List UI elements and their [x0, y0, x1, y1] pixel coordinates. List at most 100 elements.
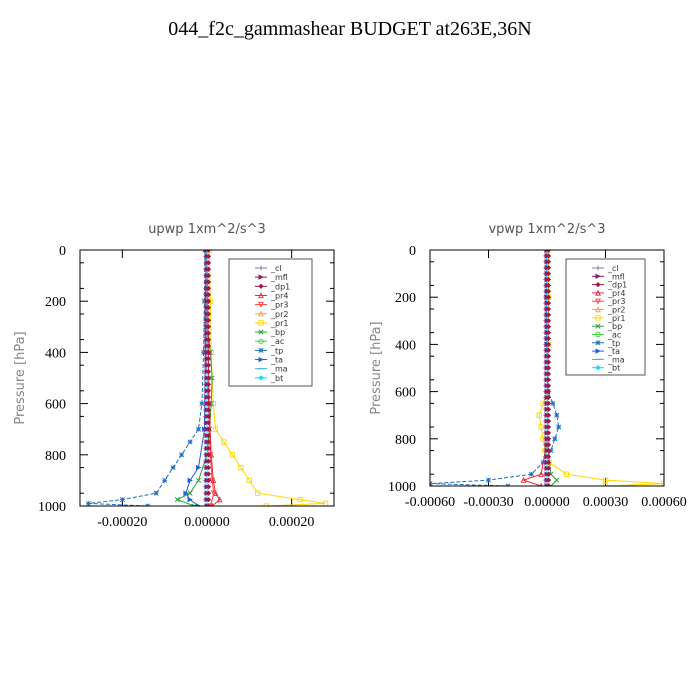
legend-marker-tp [595, 340, 601, 346]
legend-label-pr1: _pr1 [607, 314, 625, 323]
zero-marker-dp1 [545, 471, 552, 477]
zero-marker-dp1 [205, 426, 212, 432]
legend-label-mfl: _mfl [607, 272, 625, 281]
point-tp [153, 490, 159, 496]
legend-marker-pr3 [258, 301, 264, 308]
point-pr1 [246, 477, 252, 484]
x-tick-label-upwp: 0.00020 [269, 515, 315, 530]
legend-marker-tp [258, 347, 264, 353]
zero-marker-dp1 [545, 483, 552, 486]
legend-label-bt: _bt [607, 364, 620, 373]
legend-marker-mfl [595, 273, 601, 279]
zero-marker-dp1 [205, 439, 212, 445]
zero-marker-dp1 [205, 260, 212, 266]
zero-marker-dp1 [205, 298, 212, 304]
zero-marker-dp1 [545, 324, 552, 330]
point-pr3 [207, 503, 214, 506]
zero-marker-dp1 [545, 253, 552, 259]
y-tick-label-vpwp: 200 [395, 291, 416, 306]
legend-marker-ta [258, 356, 264, 363]
legend-label-bt: _bt [270, 374, 283, 383]
point-ta [187, 496, 193, 503]
legend-marker-pr2 [258, 310, 264, 317]
legend-marker-bp [595, 323, 601, 329]
zero-marker-dp1 [205, 388, 212, 394]
zero-marker-dp1 [205, 445, 212, 452]
point-ta [196, 464, 202, 471]
legend-label-ma: _ma [607, 355, 625, 364]
legend-label-cl: _cl [607, 264, 619, 273]
zero-marker-dp1 [545, 377, 552, 383]
zero-marker-dp1 [545, 341, 552, 348]
panel-title-vpwp: vpwp 1xm^2/s^3 [488, 222, 605, 237]
legend-marker-dp1 [258, 283, 264, 289]
legend-marker-pr4 [595, 289, 601, 296]
zero-marker-dp1 [545, 465, 552, 471]
y-tick-label-upwp: 800 [45, 449, 66, 464]
point-tp [196, 426, 202, 432]
point-pr1 [255, 490, 261, 496]
zero-marker-dp1 [205, 330, 212, 336]
zero-marker-dp1 [545, 329, 552, 336]
point-pr4 [520, 476, 527, 483]
zero-marker-dp1 [205, 311, 212, 317]
point-bp [209, 375, 215, 381]
legend-label-dp1: _dp1 [270, 282, 290, 291]
point-tp [528, 471, 534, 477]
zero-marker-dp1 [205, 317, 212, 324]
point-pr1 [563, 471, 570, 477]
zero-marker-dp1 [545, 250, 552, 253]
point-tp [85, 500, 91, 506]
zero-marker-dp1 [545, 365, 552, 371]
point-tp [179, 452, 185, 458]
zero-marker-dp1 [205, 400, 212, 407]
zero-marker-dp1 [545, 276, 552, 283]
legend-label-ma: _ma [270, 365, 288, 374]
point-tp [187, 439, 193, 445]
zero-marker-dp1 [205, 490, 212, 496]
zero-marker-dp1 [545, 265, 552, 271]
legend-label-pr3: _pr3 [607, 297, 625, 306]
zero-marker-dp1 [545, 270, 552, 277]
point-tp [552, 436, 558, 442]
zero-marker-dp1 [205, 368, 212, 375]
point-tp [119, 497, 125, 503]
legend-marker-ta [595, 348, 601, 354]
legend-label-ta: _ta [270, 356, 283, 365]
point-pr1 [536, 412, 542, 418]
point-bp [195, 477, 202, 483]
legend-label-tp: _tp [607, 339, 620, 348]
legend-label-pr1: _pr1 [270, 319, 288, 328]
zero-marker-dp1 [205, 253, 212, 260]
zero-marker-dp1 [545, 442, 552, 448]
zero-marker-dp1 [205, 292, 212, 298]
x-tick-label-upwp: -0.00020 [97, 515, 147, 530]
legend-marker-ac [258, 338, 264, 344]
zero-marker-dp1 [545, 383, 552, 389]
x-tick-label-upwp: 0.00000 [184, 515, 230, 530]
legend-marker-mfl [258, 274, 264, 280]
y-tick-label-upwp: 0 [59, 244, 66, 259]
legend-label-pr2: _pr2 [270, 310, 288, 319]
point-pr1 [212, 426, 219, 432]
zero-marker-dp1 [205, 285, 212, 292]
y-axis-label-vpwp: Pressure [hPa] [369, 321, 384, 414]
legend-marker-pr2 [595, 306, 601, 313]
zero-marker-dp1 [205, 375, 212, 381]
zero-marker-dp1 [545, 282, 552, 289]
zero-marker-dp1 [545, 477, 552, 483]
point-bp [174, 497, 180, 503]
point-tp [170, 465, 176, 471]
zero-marker-dp1 [205, 349, 212, 356]
x-tick-label-vpwp: -0.00030 [463, 495, 513, 510]
zero-marker-dp1 [205, 266, 212, 272]
y-tick-label-vpwp: 0 [409, 244, 416, 259]
legend-marker-pr1 [595, 315, 601, 321]
zero-marker-dp1 [545, 288, 552, 294]
legend-marker-bp [258, 329, 264, 335]
point-pr4 [212, 489, 219, 496]
zero-marker-dp1 [545, 294, 552, 300]
y-tick-label-upwp: 200 [45, 295, 66, 310]
zero-marker-dp1 [205, 477, 212, 484]
zero-marker-dp1 [545, 335, 552, 342]
